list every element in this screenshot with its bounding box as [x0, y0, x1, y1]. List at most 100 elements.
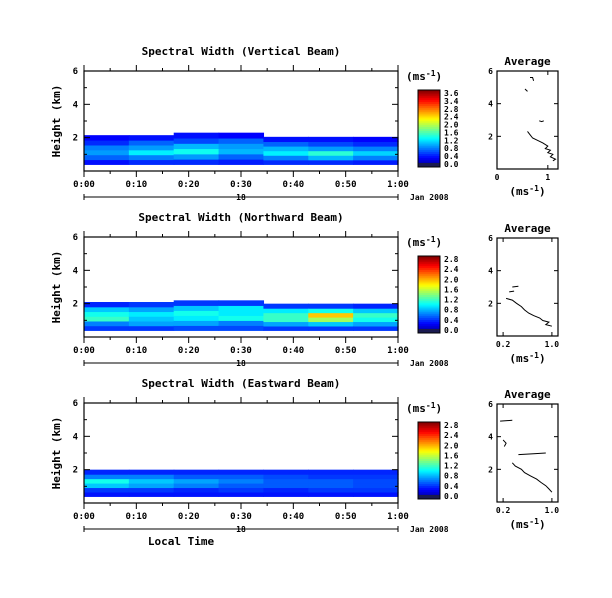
colorbar-segment — [418, 477, 440, 481]
colorbar-segment — [418, 458, 440, 461]
heatmap-cell — [173, 325, 220, 331]
colorbar-segment — [418, 265, 440, 269]
colorbar-unit: (ms-1) — [406, 69, 442, 83]
colorbar-segment — [418, 460, 440, 463]
colorbar-segment — [418, 263, 440, 267]
heatmap-cell — [263, 308, 309, 314]
x-tick-label: 0:40 — [282, 180, 304, 190]
colorbar-segment — [418, 143, 440, 147]
heatmap-cell — [218, 315, 265, 321]
colorbar-segment — [418, 95, 440, 99]
y-tick-label: 2 — [73, 300, 78, 310]
colorbar-segment — [418, 487, 440, 490]
heatmap-cell — [173, 320, 220, 326]
heatmap-cell — [308, 312, 354, 318]
colorbar-tick-label: 0.8 — [444, 144, 459, 153]
colorbar-tick-label: 2.4 — [444, 113, 459, 122]
colorbar-segment — [418, 140, 440, 143]
colorbar-segment — [418, 273, 440, 276]
heatmap-cell — [128, 325, 175, 331]
colorbar-segment — [418, 466, 440, 469]
heatmap-cell — [353, 474, 399, 480]
heatmap-cell — [353, 325, 399, 331]
colorbar-segment — [418, 111, 440, 114]
y-axis-label: Height (km) — [50, 251, 63, 324]
heatmap-cell — [353, 146, 399, 152]
y-tick-label: 6 — [73, 399, 78, 409]
x-tick-label: 0:10 — [125, 180, 147, 190]
heatmap-cell — [263, 483, 309, 489]
heatmap-cell — [128, 135, 175, 141]
colorbar-unit: (ms-1) — [406, 401, 442, 415]
heatmap-cell — [353, 321, 399, 327]
average-x-label-sup: -1 — [529, 517, 539, 526]
colorbar-segment — [418, 462, 440, 465]
average-x-label-sup: -1 — [529, 184, 539, 193]
x-tick-label: 1 — [545, 173, 550, 182]
colorbar-segment — [418, 325, 440, 328]
heatmap-cell — [308, 321, 354, 327]
heatmap-cell — [308, 474, 354, 480]
x-tick-label: 0:40 — [282, 512, 304, 522]
average-x-label-base: (ms — [509, 518, 529, 531]
colorbar-segment — [418, 468, 440, 471]
colorbar-segment — [418, 447, 440, 450]
colorbar-segment — [418, 483, 440, 487]
colorbar-segment — [418, 149, 440, 153]
x-tick-label: 0.2 — [496, 340, 511, 349]
colorbar-unit-sup: -1 — [426, 401, 436, 410]
colorbar-segment — [418, 311, 440, 315]
colorbar-segment — [418, 103, 440, 106]
average-title: Average — [504, 222, 551, 235]
heatmap-cell — [128, 159, 175, 165]
colorbar-segment — [418, 307, 440, 311]
heatmap-cell — [84, 159, 130, 165]
colorbar-tick-label: 3.6 — [444, 89, 459, 98]
colorbar-segment — [418, 124, 440, 128]
x-tick-label: 0:20 — [178, 180, 200, 190]
colorbar-segment — [418, 435, 440, 438]
heatmap-cell — [353, 159, 399, 165]
heatmap-cell — [128, 483, 175, 489]
heatmap-panel-2: Spectral Width (Northward Beam) 2 4 6 Height… — [50, 211, 459, 368]
y-tick-label: 4 — [73, 432, 79, 442]
colorbar-segment — [418, 309, 440, 313]
heatmap-cell — [218, 310, 265, 316]
heatmap-cell — [84, 311, 130, 317]
heatmap-cell — [308, 308, 354, 314]
average-profile-line — [505, 297, 553, 327]
heatmap-cell — [84, 149, 130, 156]
y-tick-label: 6 — [488, 67, 493, 76]
x-tick-label: 0:50 — [335, 512, 357, 522]
heatmap-cell — [353, 303, 399, 309]
colorbar-segment — [418, 122, 440, 126]
heatmap-cell — [128, 149, 175, 156]
colorbar-segment — [418, 130, 440, 133]
colorbar-tick-label: 0.4 — [444, 152, 459, 161]
colorbar-segment — [418, 315, 440, 319]
colorbar-segment — [418, 145, 440, 149]
colorbar-segment — [418, 470, 440, 473]
heatmap-cell — [308, 491, 354, 497]
colorbar-segment — [418, 256, 440, 259]
y-tick-label: 4 — [73, 100, 79, 110]
colorbar-unit-base: (ms — [406, 70, 426, 83]
heatmap-cell — [218, 325, 265, 331]
colorbar-unit-close: ) — [436, 236, 443, 249]
colorbar-segment — [418, 116, 440, 120]
heatmap-cell — [308, 483, 354, 489]
heatmap-cell — [128, 302, 175, 308]
x-axis-label: Local Time — [148, 535, 215, 548]
colorbar-segment — [418, 454, 440, 458]
average-profile-line — [502, 439, 507, 447]
heatmap-cell — [84, 135, 130, 141]
average-frame — [496, 237, 559, 337]
x-tick-label: 1.0 — [545, 340, 560, 349]
heatmap-cell — [128, 311, 175, 317]
y-axis-label: Height (km) — [50, 85, 63, 158]
x-tick-label: 1.0 — [545, 506, 560, 515]
average-profile-line — [530, 77, 535, 81]
date-day-label: 18 — [236, 525, 246, 534]
heatmap-cell — [173, 474, 220, 480]
